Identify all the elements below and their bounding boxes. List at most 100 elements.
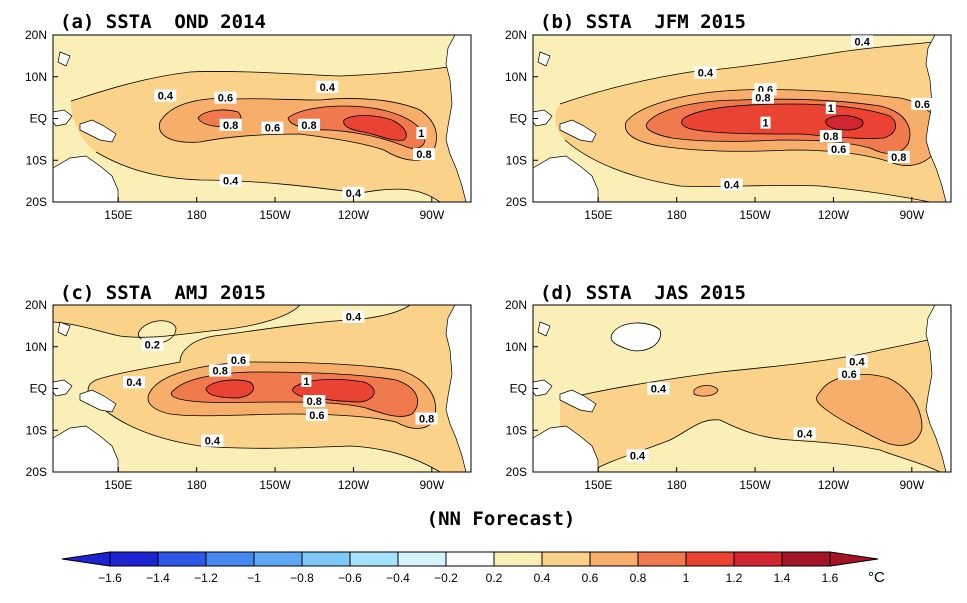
contour-label: 0.4 — [630, 450, 646, 462]
colorbar-label: 0.8 — [630, 571, 647, 585]
contour-label-bg — [209, 364, 232, 377]
contour-0.6-fill — [816, 374, 922, 446]
colorbar-swatch — [205, 551, 255, 567]
x-tick-label: 150W — [739, 478, 771, 492]
contour-label-bg — [647, 382, 670, 395]
colorbar-label: −0.8 — [290, 571, 314, 585]
y-tick-label: 20N — [25, 28, 47, 42]
contour-label: 0.8 — [307, 396, 322, 408]
contour-label: 0.8 — [416, 149, 431, 161]
contour-label: 0.4 — [651, 384, 667, 396]
colorbar-label: 1.4 — [774, 571, 791, 585]
colorbar-swatch — [541, 551, 591, 567]
contour-label-bg — [416, 127, 427, 140]
x-tick-label: 120W — [818, 208, 850, 222]
panel-c-map — [53, 305, 471, 472]
y-tick-label: 20N — [505, 298, 527, 312]
contour-label: 0.4 — [126, 377, 142, 389]
contour-label-bg — [911, 97, 934, 110]
contour-label: 0.4 — [205, 436, 221, 448]
colorbar-right-arrow — [829, 551, 879, 567]
contour-label-bg — [219, 118, 242, 131]
panel-a-contour-labels: 0.4 0.6 0.8 0.6 0.8 0.4 1 0.8 0.4 0.4 — [154, 80, 435, 200]
panel-d-title: (d) SSTA JAS 2015 — [540, 282, 746, 304]
contour-0.2-island — [610, 322, 661, 352]
x-tick-label: 90W — [419, 208, 444, 222]
colorbar-label: −0.6 — [338, 571, 362, 585]
contour-0.6-spot — [694, 385, 718, 397]
contour-label: 1 — [828, 103, 834, 115]
colorbar-swatch — [637, 551, 687, 567]
contour-label-bg — [303, 395, 326, 408]
panel-a-title: (a) SSTA OND 2014 — [60, 11, 266, 33]
contour-label: 0.6 — [841, 369, 856, 381]
contour-label-bg — [316, 80, 339, 93]
panel-a-axes: 150E 180 150W 120W 90W 20N 10N EQ 10S 20S — [25, 28, 445, 222]
contour-label: 0.2 — [145, 340, 160, 352]
contour-label-bg — [415, 412, 438, 425]
y-tick-label: 20N — [25, 298, 47, 312]
land-australia — [53, 155, 119, 202]
y-tick-label: 20S — [506, 465, 527, 479]
colorbar-label: −0.2 — [434, 571, 458, 585]
colorbar-swatch — [733, 551, 783, 567]
colorbar-swatch — [301, 551, 351, 567]
contour-label-bg — [141, 338, 164, 351]
panel-b: (b) SSTA JFM 2015 0.40.40.60.8110.80.60.… — [505, 11, 952, 222]
colorbar-label: 0.4 — [534, 571, 551, 585]
colorbar-label: 1 — [683, 571, 690, 585]
contour-label-bg — [694, 66, 717, 79]
y-tick-label: 10N — [505, 70, 527, 84]
contour-label: 0.8 — [213, 366, 228, 378]
contour-label: 0.6 — [915, 99, 930, 111]
contour-label-bg — [227, 354, 250, 367]
y-tick-label: 10S — [26, 153, 47, 167]
contour-label-bg — [219, 174, 242, 187]
colorbar-swatch — [781, 551, 831, 567]
colorbar-left-arrow — [61, 551, 111, 567]
panel-b-axes: 150E 180 150W 120W 90W 20N 10N EQ 10S 20S — [505, 28, 925, 222]
y-tick-label: 20S — [506, 195, 527, 209]
contour-label: 1 — [762, 118, 768, 130]
contour-label-bg — [342, 310, 365, 323]
contour-label: 0.6 — [265, 123, 280, 135]
contour-label: 0.8 — [755, 93, 770, 105]
contour-label-bg — [305, 408, 328, 421]
x-tick-label: 120W — [818, 478, 850, 492]
panel-c: (c) SSTA AMJ 2015 0.40.20.60.80.4 10.80.6… — [25, 282, 472, 492]
contour-label: 1 — [418, 128, 424, 140]
panel-c-axes: 150E 180 150W 120W 90W 20N 10N EQ 10S 20S — [25, 298, 445, 492]
contour-label-bg — [845, 355, 868, 368]
panel-c-contour-labels: 0.40.20.60.80.4 10.80.6 0.80.4 — [122, 310, 438, 448]
y-tick-label: EQ — [510, 112, 527, 126]
x-tick-label: 150E — [584, 478, 612, 492]
y-tick-label: 10S — [506, 423, 527, 437]
land-americas — [445, 35, 471, 202]
contour-label: 0.6 — [309, 410, 324, 422]
contour-1.0-fill — [343, 115, 407, 141]
colorbar-label: −1.4 — [146, 571, 170, 585]
x-tick-label: 180 — [187, 478, 207, 492]
contour-label: 0.4 — [223, 175, 239, 187]
colorbar-label: 0.6 — [582, 571, 599, 585]
contour-label-bg — [793, 427, 816, 440]
colorbar-label: −1.6 — [98, 571, 122, 585]
x-tick-label: 150W — [259, 208, 291, 222]
y-tick-label: EQ — [510, 382, 527, 396]
contour-label: 0.4 — [346, 188, 362, 200]
colorbar-swatch — [253, 551, 303, 567]
contour-label-bg — [122, 376, 145, 389]
contour-1.0-fill-west — [206, 380, 254, 398]
y-tick-label: 10N — [505, 340, 527, 354]
contour-label-bg — [825, 102, 836, 115]
colorbar-swatch — [445, 551, 495, 567]
colorbar-label: 1.6 — [822, 571, 839, 585]
colorbar-label: −1.2 — [194, 571, 218, 585]
colorbar-swatch — [589, 551, 639, 567]
x-tick-label: 180 — [667, 478, 687, 492]
panel-c-title: (c) SSTA AMJ 2015 — [60, 282, 266, 304]
contour-label-bg — [301, 374, 312, 387]
contour-label-bg — [298, 118, 321, 131]
contour-1.2-fill — [825, 115, 864, 130]
contour-label: 0.4 — [855, 36, 871, 48]
